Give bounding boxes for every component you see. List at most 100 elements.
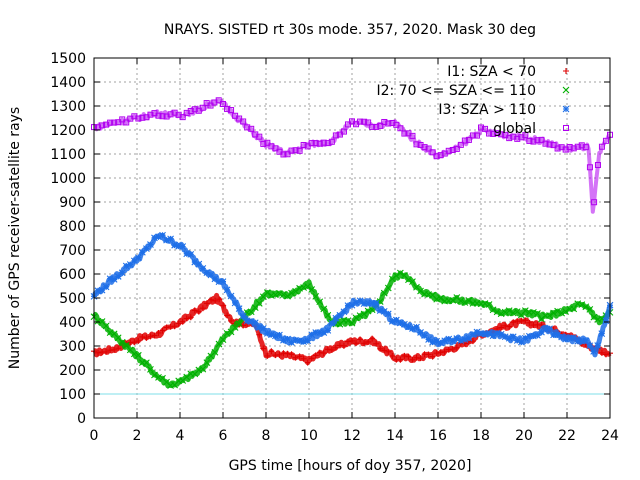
data-point <box>147 241 154 248</box>
data-point <box>300 284 308 291</box>
data-point <box>247 318 255 325</box>
data-point <box>566 334 574 342</box>
data-point <box>526 137 533 144</box>
data-point <box>505 307 513 314</box>
data-point <box>260 345 267 352</box>
data-point <box>103 348 110 355</box>
data-point <box>99 122 106 129</box>
data-point <box>473 328 481 336</box>
legend-marker <box>562 86 570 94</box>
data-point <box>212 297 219 304</box>
data-point <box>288 351 295 358</box>
data-point <box>502 322 509 329</box>
data-point <box>223 330 231 337</box>
data-point <box>401 130 408 137</box>
data-point <box>380 307 388 315</box>
data-point <box>381 347 388 354</box>
data-point <box>123 119 130 126</box>
data-point <box>509 333 517 341</box>
data-point <box>497 330 505 338</box>
data-point <box>405 323 412 331</box>
data-point <box>143 245 150 253</box>
data-point <box>122 262 130 270</box>
data-point <box>312 329 320 336</box>
data-point <box>296 147 303 154</box>
data-point <box>578 301 586 309</box>
data-point <box>530 332 537 340</box>
data-point <box>159 327 166 334</box>
data-point <box>409 325 416 332</box>
data-point <box>461 137 468 144</box>
x-tick-label: 6 <box>219 428 228 444</box>
y-tick-label: 1400 <box>50 75 86 91</box>
y-tick-label: 0 <box>77 411 86 427</box>
data-point <box>497 310 505 318</box>
data-point <box>558 309 566 317</box>
data-point <box>163 236 170 244</box>
data-point <box>296 284 303 292</box>
legend-label: I3: SZA > 110 <box>438 102 536 118</box>
data-point <box>473 132 480 139</box>
data-point <box>199 265 207 272</box>
data-point <box>243 317 251 325</box>
data-point <box>118 269 126 277</box>
legend-label: global <box>493 121 536 137</box>
data-point <box>570 334 578 342</box>
data-point <box>481 300 489 307</box>
data-point <box>538 315 545 323</box>
data-point <box>445 335 453 343</box>
data-point <box>586 164 593 171</box>
data-point <box>312 292 320 300</box>
data-point <box>316 140 323 147</box>
data-point <box>143 334 150 341</box>
data-point <box>272 332 279 340</box>
y-tick-label: 1500 <box>50 51 86 67</box>
data-point <box>219 278 227 285</box>
data-point <box>224 105 231 112</box>
data-point <box>107 119 114 126</box>
data-point <box>187 250 195 258</box>
data-point <box>308 140 315 147</box>
data-point <box>276 351 283 358</box>
data-point <box>405 353 412 360</box>
data-point <box>256 331 263 338</box>
data-point <box>530 138 537 145</box>
data-point <box>522 132 529 139</box>
data-point <box>574 143 581 150</box>
data-point <box>220 100 226 107</box>
data-point <box>498 324 505 331</box>
data-point <box>392 272 400 280</box>
data-point <box>179 114 186 121</box>
data-point <box>349 337 355 344</box>
data-point <box>208 296 215 303</box>
data-point <box>268 143 275 150</box>
x-tick-label: 18 <box>472 428 490 444</box>
data-point <box>534 137 541 144</box>
x-tick-label: 24 <box>601 428 619 444</box>
data-point <box>126 261 134 268</box>
data-point <box>110 275 118 283</box>
data-point <box>183 109 190 116</box>
data-point <box>119 116 126 123</box>
data-point <box>320 305 328 313</box>
data-point <box>384 284 392 292</box>
data-point <box>558 333 566 341</box>
data-point <box>147 111 154 118</box>
data-point <box>147 365 154 373</box>
data-point <box>373 123 380 130</box>
data-point <box>401 320 408 328</box>
data-point <box>163 324 170 331</box>
data-point <box>365 338 372 345</box>
data-point <box>485 329 493 337</box>
data-point <box>376 307 384 314</box>
data-point <box>582 337 590 345</box>
data-point <box>457 141 464 148</box>
data-point <box>522 317 529 324</box>
y-tick-label: 300 <box>59 339 86 355</box>
data-point <box>433 337 441 345</box>
data-point <box>255 299 263 307</box>
data-point <box>219 336 227 344</box>
data-point <box>211 275 219 283</box>
data-point <box>139 333 146 340</box>
data-point <box>102 322 110 330</box>
